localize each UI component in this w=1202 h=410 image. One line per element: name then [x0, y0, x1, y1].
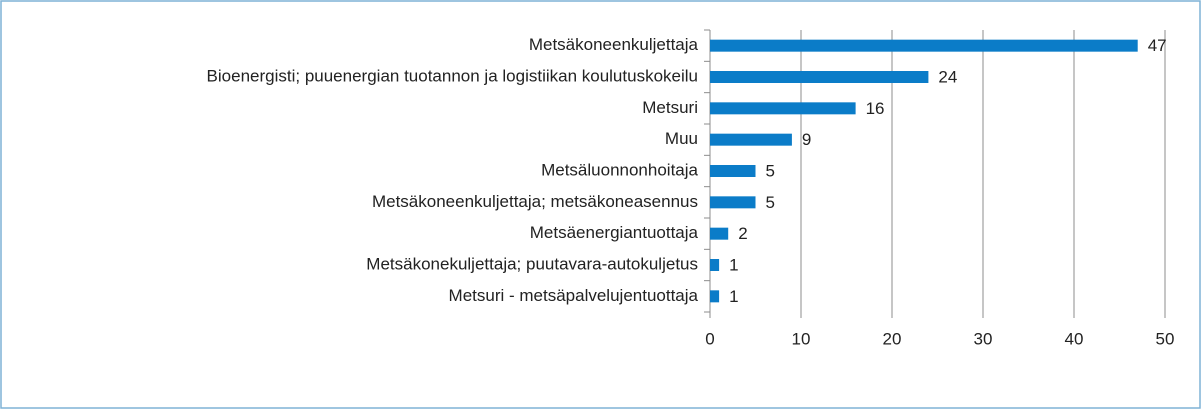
bar: [710, 196, 756, 209]
bar: [710, 71, 929, 83]
y-tick-label: Metsäkoneenkuljettaja: [529, 35, 699, 54]
y-tick-label: Metsuri - metsäpalvelujentuottaja: [449, 286, 699, 305]
x-tick-label: 0: [705, 329, 714, 348]
bar: [710, 39, 1138, 52]
x-tick-label: 40: [1065, 329, 1084, 348]
bar: [710, 290, 720, 303]
x-tick-label: 50: [1156, 329, 1175, 348]
data-label: 16: [866, 99, 885, 118]
data-label: 47: [1148, 36, 1167, 55]
bar: [710, 102, 856, 115]
y-tick-label: Metsuri: [642, 98, 698, 117]
data-label: 24: [938, 67, 957, 86]
y-tick-label: Metsäenergiantuottaja: [530, 223, 699, 242]
y-tick-label: Metsäkonekuljettaja; puutavara-autokulje…: [366, 254, 698, 273]
bar: [710, 227, 729, 240]
data-label: 2: [738, 224, 747, 243]
bar: [710, 165, 756, 177]
data-label: 5: [766, 193, 775, 212]
y-tick-label: Metsäkoneenkuljettaja; metsäkoneasennus: [372, 192, 698, 211]
bar: [710, 133, 792, 146]
x-tick-label: 10: [792, 329, 811, 348]
y-tick-label: Bioenergisti; puuenergian tuotannon ja l…: [207, 66, 698, 85]
data-label: 1: [729, 255, 738, 274]
y-tick-label: Muu: [665, 129, 698, 148]
bar: [710, 259, 720, 271]
x-tick-label: 30: [974, 329, 993, 348]
y-tick-label: Metsäluonnonhoitaja: [541, 160, 698, 179]
x-tick-label: 20: [883, 329, 902, 348]
data-label: 9: [802, 130, 811, 149]
data-label: 1: [729, 287, 738, 306]
data-label: 5: [766, 161, 775, 180]
